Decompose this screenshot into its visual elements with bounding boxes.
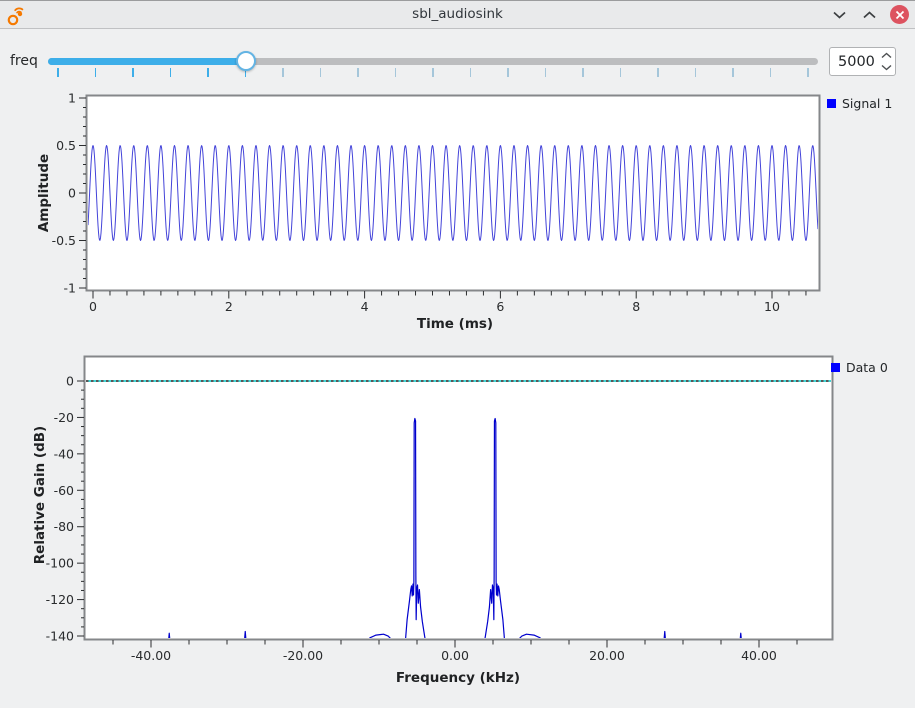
svg-text:10: 10 (764, 299, 780, 314)
window-title: sbl_audiosink (0, 6, 915, 22)
chevron-down-icon (881, 64, 892, 71)
svg-text:6: 6 (496, 299, 504, 314)
spin-up-button[interactable] (879, 50, 895, 61)
freq-slider-ticks (48, 68, 818, 78)
maximize-button[interactable] (860, 6, 878, 24)
chevron-up-icon (863, 11, 876, 19)
freq-spin-buttons (878, 48, 895, 75)
svg-text:-20: -20 (54, 410, 74, 425)
svg-text:1: 1 (68, 91, 76, 106)
freq-label: freq (10, 53, 38, 69)
freq-slider[interactable] (48, 47, 818, 77)
svg-text:20.00: 20.00 (589, 648, 625, 663)
time-plot-canvas[interactable]: 1 0.5 0 -0.5 -1 0 2 4 6 8 10 (0, 87, 915, 351)
svg-text:0: 0 (68, 186, 76, 201)
svg-text:40.00: 40.00 (741, 648, 777, 663)
svg-text:8: 8 (632, 299, 640, 314)
svg-text:-40: -40 (54, 446, 74, 461)
svg-text:-120: -120 (46, 592, 74, 607)
time-plot-legend-item[interactable]: Signal 1 (827, 96, 892, 111)
freq-input[interactable] (830, 48, 878, 75)
freq-plot-canvas[interactable]: 0 -20 -40 -60 -80 -100 -120 -140 -40.00 -20.00 0.0… (0, 351, 915, 696)
time-plot-xlabel: Time (ms) (355, 316, 555, 332)
chevron-down-icon (833, 11, 846, 19)
signal1-legend-marker (827, 99, 836, 108)
freq-slider-fill (48, 58, 246, 65)
svg-text:-60: -60 (54, 483, 74, 498)
svg-text:0.5: 0.5 (56, 138, 76, 153)
titlebar[interactable]: sbl_audiosink (0, 1, 915, 29)
svg-text:-140: -140 (46, 629, 74, 644)
svg-text:-0.5: -0.5 (52, 233, 76, 248)
svg-text:-80: -80 (54, 519, 74, 534)
spin-down-button[interactable] (879, 62, 895, 73)
minimize-button[interactable] (830, 6, 848, 24)
svg-text:-1: -1 (64, 281, 76, 296)
svg-text:2: 2 (225, 299, 233, 314)
svg-text:0: 0 (89, 299, 97, 314)
signal1-legend-label: Signal 1 (842, 96, 892, 111)
svg-text:0.00: 0.00 (441, 648, 469, 663)
freq-plot-legend-item[interactable]: Data 0 (831, 360, 888, 375)
freq-spinbox (829, 47, 896, 76)
svg-text:0: 0 (66, 374, 74, 389)
gnuradio-logo-icon (6, 4, 27, 26)
chevron-up-icon (881, 52, 892, 59)
window-buttons (830, 1, 909, 28)
close-icon (895, 10, 905, 20)
svg-text:-20.00: -20.00 (283, 648, 323, 663)
freq-plot-xlabel: Frequency (kHz) (328, 670, 588, 686)
freq-plot: 0 -20 -40 -60 -80 -100 -120 -140 -40.00 -20.00 0.0… (0, 351, 915, 696)
svg-text:-40.00: -40.00 (131, 648, 171, 663)
app-window: sbl_audiosink freq (0, 0, 915, 708)
svg-text:-100: -100 (46, 556, 74, 571)
close-button[interactable] (890, 5, 909, 24)
data0-legend-marker (831, 363, 840, 372)
svg-text:4: 4 (361, 299, 369, 314)
time-plot: 10.50-0.5-10246810 Amplitude Time (ms) S… (0, 87, 915, 351)
freq-slider-handle[interactable] (236, 51, 256, 71)
data0-legend-label: Data 0 (846, 360, 888, 375)
